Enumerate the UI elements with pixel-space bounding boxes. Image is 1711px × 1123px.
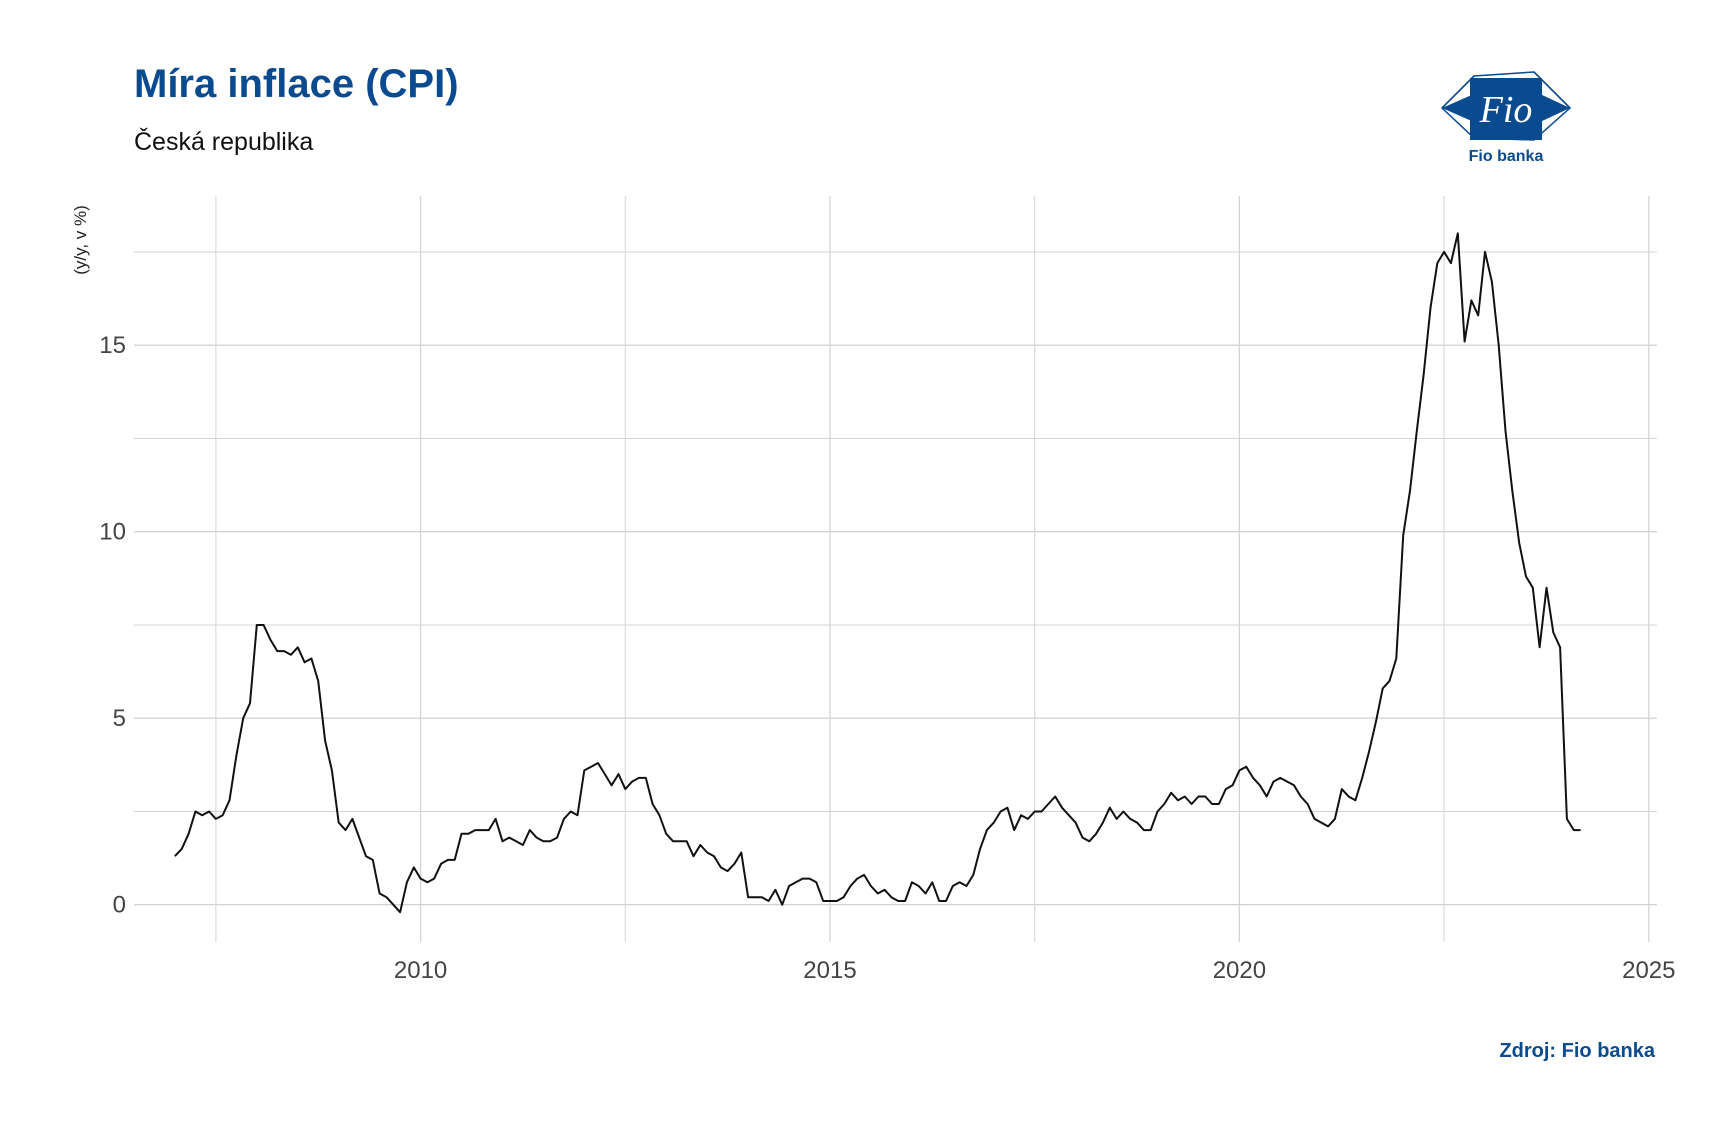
y-tick-label: 10 <box>99 519 126 546</box>
y-tick-label: 5 <box>113 705 126 732</box>
x-tick-label: 2015 <box>803 957 856 984</box>
logo-box <box>1470 78 1542 140</box>
x-axis-ticks: 2010 2015 2020 2025 <box>394 957 1676 984</box>
logo-stripe-left <box>1441 75 1475 109</box>
logo-caption: Fio banka <box>1468 148 1544 165</box>
logo-left-wing <box>1442 94 1474 122</box>
y-tick-label: 15 <box>99 332 126 359</box>
chart-subtitle: Česká republika <box>134 128 314 156</box>
y-tick-label: 0 <box>113 892 126 919</box>
chart-title: Míra inflace (CPI) <box>134 62 459 106</box>
x-tick-label: 2020 <box>1213 957 1266 984</box>
y-axis-ticks: 0 5 10 15 <box>99 332 126 919</box>
y-axis-label: (y/y, v %) <box>71 205 90 275</box>
source-note: Zdroj: Fio banka <box>1499 1040 1655 1062</box>
logo-right-wing <box>1540 94 1570 122</box>
series-line <box>174 232 1581 914</box>
logo-mark-text: Fio <box>1479 89 1533 131</box>
grid-major <box>134 196 1657 942</box>
inflation-line-chart: 0 5 10 15 2010 2015 2020 2025 (y/y, v %) <box>71 196 1676 984</box>
x-tick-label: 2025 <box>1622 957 1675 984</box>
fio-logo-icon: Fio <box>1440 71 1572 141</box>
logo-stripe-right <box>1533 71 1571 109</box>
grid-minor <box>134 196 1657 942</box>
x-tick-label: 2010 <box>394 957 447 984</box>
